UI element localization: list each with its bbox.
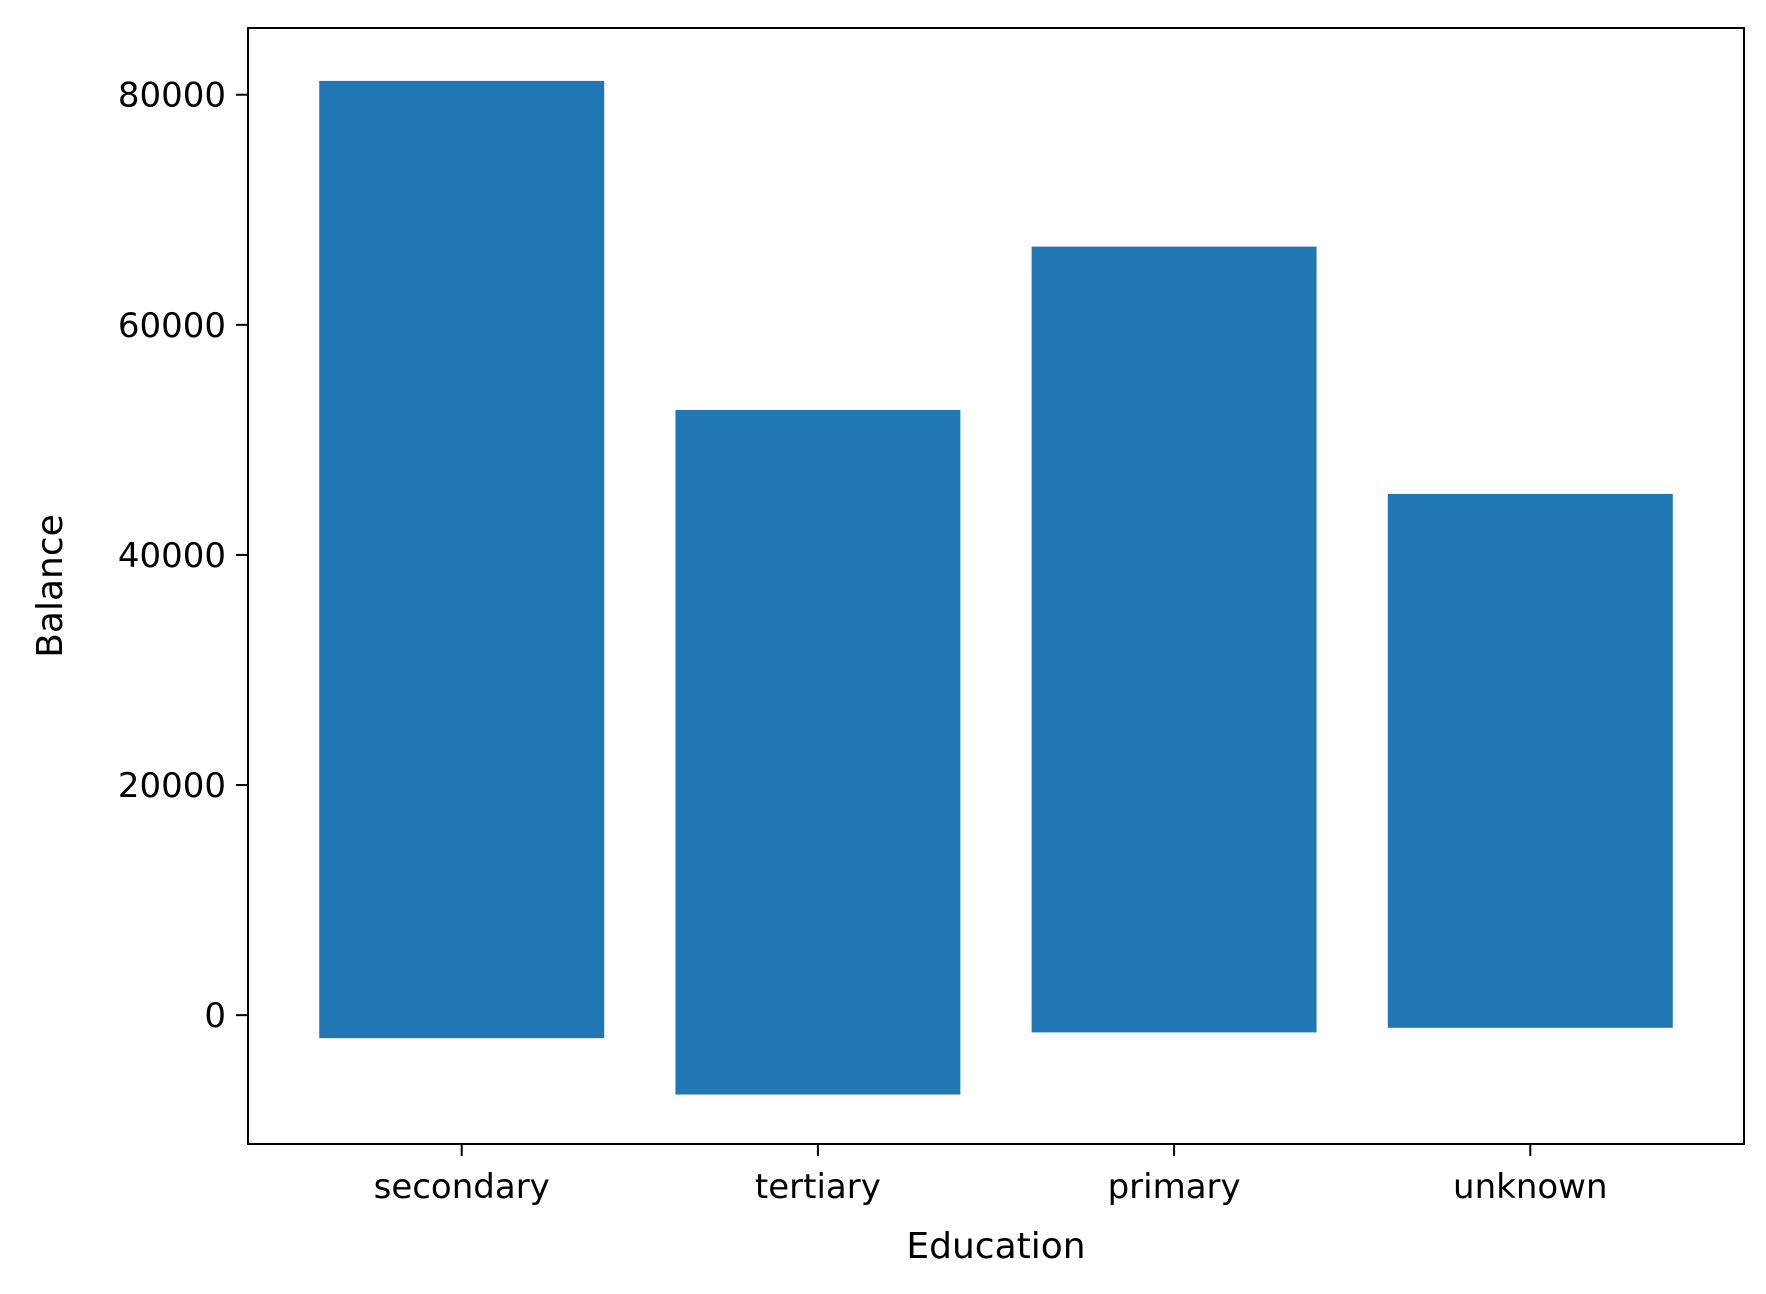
- bar-tertiary: [675, 409, 961, 1095]
- x-tick-label-unknown: unknown: [1453, 1167, 1608, 1207]
- y-tick-label-0: 0: [204, 996, 226, 1036]
- y-tick-label-20000: 20000: [118, 766, 226, 806]
- x-tick-labels: secondary tertiary primary unknown: [374, 1167, 1608, 1207]
- x-axis-label: Education: [906, 1226, 1085, 1267]
- x-tick-label-secondary: secondary: [374, 1167, 550, 1207]
- bar-secondary: [319, 80, 605, 1039]
- bar-primary: [1031, 246, 1317, 1033]
- y-tick-marks: [236, 93, 248, 1017]
- bars-layer: [319, 80, 1673, 1095]
- bar-unknown: [1387, 493, 1673, 1028]
- y-axis-label: Balance: [30, 514, 71, 658]
- x-tick-label-primary: primary: [1108, 1167, 1241, 1207]
- plot-frame: [247, 27, 1745, 1145]
- x-tick-marks: [460, 1144, 1532, 1156]
- y-tick-label-80000: 80000: [118, 76, 226, 116]
- y-tick-label-40000: 40000: [118, 536, 226, 576]
- y-tick-labels: 0 20000 40000 60000 80000: [118, 76, 226, 1036]
- x-tick-label-tertiary: tertiary: [755, 1167, 881, 1207]
- y-tick-label-60000: 60000: [118, 306, 226, 346]
